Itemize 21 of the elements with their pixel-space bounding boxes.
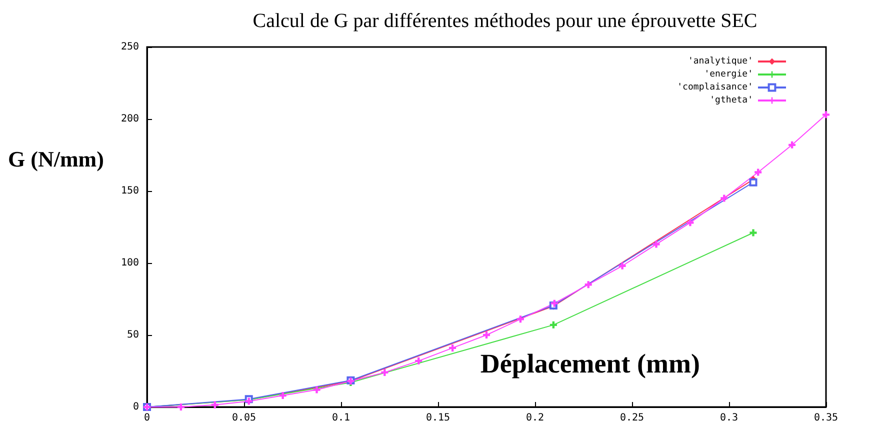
chart-title: Calcul de G par différentes méthodes pour une éprouvette SEC — [252, 10, 758, 32]
x-tick-label: 0.25 — [620, 412, 644, 424]
x-tick-label: 0.15 — [426, 412, 450, 424]
y-tick-label: 100 — [120, 258, 139, 268]
y-tick-label: 250 — [120, 42, 139, 52]
y-tick-label: 50 — [126, 330, 139, 340]
y-tick-label: 0 — [132, 402, 139, 412]
x-axis-title: Déplacement (mm) — [480, 348, 700, 378]
legend-label: 'energie' — [704, 70, 753, 80]
x-tick-label: 0.05 — [232, 412, 256, 424]
legend-label: 'gtheta' — [710, 96, 753, 106]
legend-label: 'complaisance' — [677, 82, 753, 92]
x-tick-label: 0.2 — [526, 412, 544, 424]
x-tick-label: 0 — [144, 412, 150, 424]
x-tick-label: 0.1 — [332, 412, 350, 424]
legend-label: 'analytique' — [688, 56, 753, 66]
y-axis-title: G (N/mm) — [8, 146, 104, 172]
x-tick-label: 0.35 — [814, 412, 838, 424]
x-tick-label: 0.3 — [720, 412, 738, 424]
y-tick-label: 200 — [120, 114, 139, 124]
y-tick-label: 150 — [120, 186, 139, 196]
